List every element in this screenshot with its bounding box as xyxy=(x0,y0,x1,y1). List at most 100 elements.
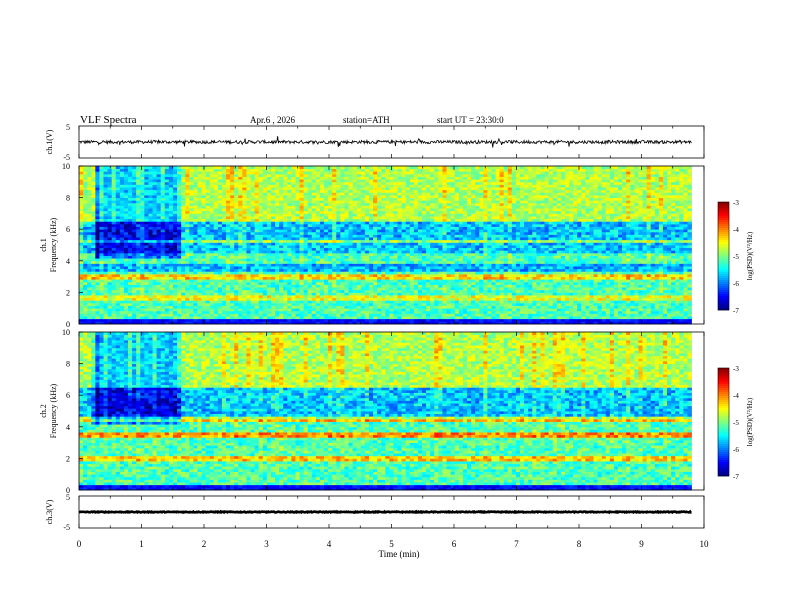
spectrogram-cell xyxy=(307,295,313,299)
spectrogram-cell xyxy=(569,239,574,243)
spectrogram-cell xyxy=(495,247,500,251)
spectrogram-cell xyxy=(458,292,464,296)
spectrogram-cell xyxy=(352,260,358,264)
spectrogram-cell xyxy=(172,313,178,317)
spectrogram-cell xyxy=(258,302,264,306)
spectrogram-cell xyxy=(662,295,668,299)
spectrogram-cell xyxy=(675,281,680,285)
spectrogram-cell xyxy=(564,255,570,259)
spectrogram-cell xyxy=(675,260,680,264)
spectrogram-cell xyxy=(450,321,456,325)
spectrogram-cell xyxy=(487,273,492,277)
spectrogram-cell xyxy=(344,316,349,320)
spectrogram-cell xyxy=(213,258,219,262)
spectrogram-cell xyxy=(319,276,325,280)
spectrogram-cell xyxy=(426,276,431,280)
spectrogram-cell xyxy=(332,247,337,251)
spectrogram-cell xyxy=(156,271,162,275)
spectrogram-cell xyxy=(450,260,456,264)
spectrogram-cell xyxy=(552,292,558,296)
spectrogram-cell xyxy=(462,250,468,254)
spectrogram-cell xyxy=(111,276,117,280)
spectrogram-cell xyxy=(515,292,521,296)
spectrogram-cell xyxy=(434,250,439,254)
spectrogram-cell xyxy=(401,281,407,285)
spectrogram-cell xyxy=(279,258,284,262)
spectrogram-cell xyxy=(597,313,603,317)
spectrogram-cell xyxy=(164,258,170,262)
spectrogram-cell xyxy=(148,276,153,280)
spectrogram-cell xyxy=(340,273,345,277)
spectrogram-cell xyxy=(585,289,590,293)
spectrogram-cell xyxy=(107,295,113,299)
spectrogram-cell xyxy=(132,281,137,285)
spectrogram-cell xyxy=(103,281,108,285)
spectrogram-cell xyxy=(667,255,672,259)
spectrogram-cell xyxy=(319,245,325,249)
spectrogram-cell xyxy=(630,271,635,275)
spectrogram-cell xyxy=(654,255,660,259)
spectrogram-cell xyxy=(556,313,562,317)
spectrogram-cell xyxy=(177,318,182,322)
spectrogram-cell xyxy=(618,258,623,262)
spectrogram-cell xyxy=(569,297,574,301)
spectrogram-cell xyxy=(177,276,182,280)
spectrogram-cell xyxy=(605,300,611,304)
spectrogram-cell xyxy=(434,310,439,314)
spectrogram-cell xyxy=(368,318,374,322)
spectrogram-cell xyxy=(450,258,456,262)
spectrogram-cell xyxy=(344,255,349,259)
spectrogram-cell xyxy=(495,276,500,280)
spectrogram-cell xyxy=(205,302,211,306)
spectrogram-cell xyxy=(499,302,505,306)
spectrogram-cell xyxy=(413,252,419,256)
spectrogram-cell xyxy=(524,250,529,254)
spectrogram-cell xyxy=(495,313,500,317)
spectrogram-cell xyxy=(544,300,549,304)
spectrogram-cell xyxy=(91,258,96,262)
spectrogram-cell xyxy=(564,297,570,301)
spectrogram-cell xyxy=(352,239,358,243)
spectrogram-cell xyxy=(544,281,549,285)
spectrogram-cell xyxy=(230,289,235,293)
spectrogram-cell xyxy=(193,318,198,322)
spectrogram-cell xyxy=(593,263,598,267)
spectrogram-cell xyxy=(417,305,423,309)
spectrogram-cell xyxy=(642,305,647,309)
spectrogram-cell xyxy=(217,252,223,256)
spectrogram-cell xyxy=(275,263,280,267)
spectrogram-cell xyxy=(160,310,166,314)
spectrogram-cell xyxy=(662,292,668,296)
spectrogram-cell xyxy=(499,260,505,264)
spectrogram-cell xyxy=(601,252,607,256)
spectrogram-cell xyxy=(95,271,100,275)
spectrogram-cell xyxy=(675,273,680,277)
spectrogram-cell xyxy=(487,266,492,270)
spectrogram-cell xyxy=(279,271,284,275)
spectrogram-cell xyxy=(618,318,623,322)
spectrogram-cell xyxy=(246,300,251,304)
spectrogram-cell xyxy=(344,247,349,251)
spectrogram-cell xyxy=(458,237,464,241)
spectrogram-cell xyxy=(332,302,337,306)
spectrogram-cell xyxy=(189,245,194,249)
spectrogram-cell xyxy=(348,255,353,259)
spectrogram-cell xyxy=(593,266,598,270)
spectrogram-cell xyxy=(307,279,313,283)
spectrogram-cell xyxy=(671,308,676,312)
spectrogram-cell xyxy=(140,297,145,301)
spectrogram-cell xyxy=(466,239,472,243)
spectrogram-cell xyxy=(213,289,219,293)
spectrogram-cell xyxy=(111,318,117,322)
spectrogram-cell xyxy=(254,263,260,267)
spectrogram-cell xyxy=(136,279,141,283)
spectrogram-cell xyxy=(503,252,509,256)
spectrogram-cell xyxy=(569,300,574,304)
spectrogram-cell xyxy=(605,266,611,270)
spectrogram-cell xyxy=(373,268,378,272)
spectrogram-cell xyxy=(324,284,329,288)
spectrogram-cell xyxy=(560,250,566,254)
spectrogram-cell xyxy=(234,305,239,309)
spectrogram-cell xyxy=(601,258,607,262)
spectrogram-cell xyxy=(609,268,615,272)
